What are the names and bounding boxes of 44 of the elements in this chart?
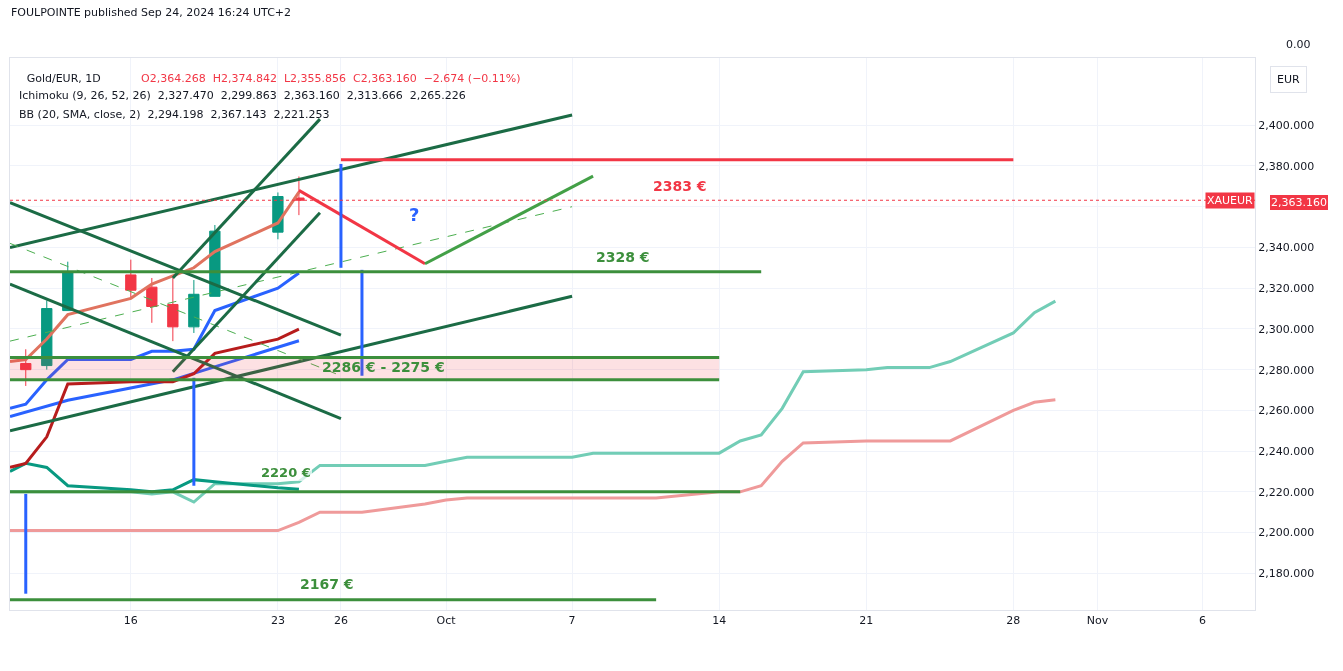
y-tick-label: 2,200.000 [1258, 526, 1315, 540]
x-tick-label: 14 [712, 614, 727, 628]
y-tick-label: 2,340.000 [1258, 241, 1315, 255]
x-tick-label: 26 [333, 614, 348, 628]
candlestick [188, 279, 200, 334]
x-tick-label: 6 [1198, 614, 1206, 628]
y-tick-label: 2,320.000 [1258, 282, 1315, 296]
text: FOULPOINTE published Sep 24, 2024 16:24 UTC+2 [11, 6, 292, 19]
candlestick [167, 277, 179, 342]
y-tick-label: 2,380.000 [1258, 159, 1315, 173]
y-tick-label: 2,240.000 [1258, 444, 1315, 458]
candlestick [125, 259, 137, 299]
x-tick-label: 16 [123, 614, 138, 628]
x-tick-label: 23 [270, 614, 285, 628]
annotation: ? [409, 204, 420, 225]
candlestick [20, 348, 32, 387]
x-tick-label: Oct [436, 614, 457, 628]
annotation: 2286 € - 2275 € [322, 359, 445, 375]
x-tick-label: 7 [568, 614, 576, 628]
text: 2,363.160 [1271, 196, 1327, 209]
y-tick-label: 2,260.000 [1258, 404, 1315, 418]
y-tick-label: 2,280.000 [1258, 363, 1315, 377]
ref-line-label: XAUEUR [1207, 194, 1254, 207]
x-tick-label: 28 [1006, 614, 1021, 628]
line-series [10, 190, 301, 363]
annotation: 2167 € [300, 576, 354, 592]
line-series [10, 398, 1057, 533]
annotation: O2,364.268 H2,374.842 L2,355.856 C2,363.160 −2.674 (−0.11%) [141, 72, 521, 85]
annotation: 2220 € [261, 465, 311, 480]
x-tick-label: 21 [859, 614, 874, 628]
y-tick-label: 2,180.000 [1258, 567, 1315, 581]
annotation: BB (20, SMA, close, 2) 2,294.198 2,367.143 2,221.253 [19, 108, 330, 121]
text: Gold/EUR, 1D [26, 71, 101, 85]
x-tick-label: Nov [1086, 614, 1109, 628]
candlestick [146, 277, 158, 324]
annotation: 2383 € [653, 178, 707, 194]
annotation: 2328 € [596, 249, 650, 265]
text: 0.00 [1286, 38, 1311, 51]
line-series [10, 327, 301, 469]
text: EUR [1277, 73, 1300, 86]
annotation: Ichimoku (9, 26, 52, 26) 2,327.470 2,299.863 2,363.160 2,313.666 2,265.226 [19, 89, 466, 102]
y-tick-label: 2,220.000 [1258, 485, 1315, 499]
y-tick-label: 2,400.000 [1258, 119, 1315, 133]
y-tick-label: 2,300.000 [1258, 322, 1315, 336]
